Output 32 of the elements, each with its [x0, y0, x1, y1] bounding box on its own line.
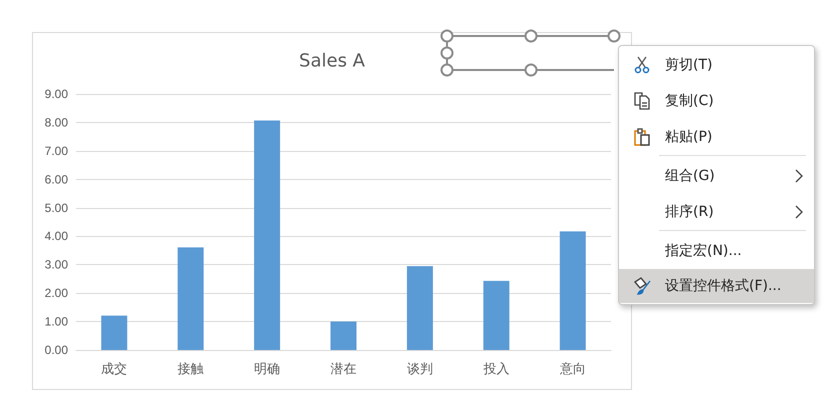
y-tick-label: 0.00 [44, 343, 68, 357]
bar [406, 266, 433, 350]
y-tick-label: 2.00 [44, 286, 68, 300]
y-tick-label: 9.00 [44, 87, 68, 101]
y-tick-label: 8.00 [44, 115, 68, 130]
bar [560, 231, 586, 350]
x-tick-label: 潜在 [330, 361, 356, 376]
x-tick-label: 谈判 [406, 361, 433, 376]
bar [101, 316, 128, 350]
text: 粘贴(P) [665, 128, 712, 147]
x-tick-label: 明确 [254, 361, 280, 376]
bar [330, 322, 356, 350]
y-tick-label: 5.00 [44, 200, 68, 215]
chart-title: Sales A [299, 50, 366, 72]
text: 排序(R) [665, 203, 714, 222]
bar [178, 247, 204, 350]
y-tick-label: 3.00 [44, 258, 68, 272]
text: 复制(C) [665, 92, 714, 111]
y-tick-label: 4.00 [44, 229, 68, 244]
y-tick-label: 1.00 [44, 314, 68, 329]
text: 指定宏(N)... [665, 242, 742, 261]
text: 剪切(T) [665, 56, 712, 75]
bar [254, 120, 280, 350]
x-tick-label: 意向 [558, 361, 586, 376]
bar [483, 280, 510, 350]
y-tick-label: 6.00 [44, 172, 68, 186]
y-tick-label: 7.00 [44, 144, 68, 158]
text: 设置控件格式(F)... [665, 277, 782, 296]
text: 组合(G) [665, 167, 715, 186]
x-tick-label: 投入 [482, 361, 510, 376]
x-tick-label: 成交 [101, 361, 128, 376]
x-tick-label: 接触 [178, 361, 204, 376]
